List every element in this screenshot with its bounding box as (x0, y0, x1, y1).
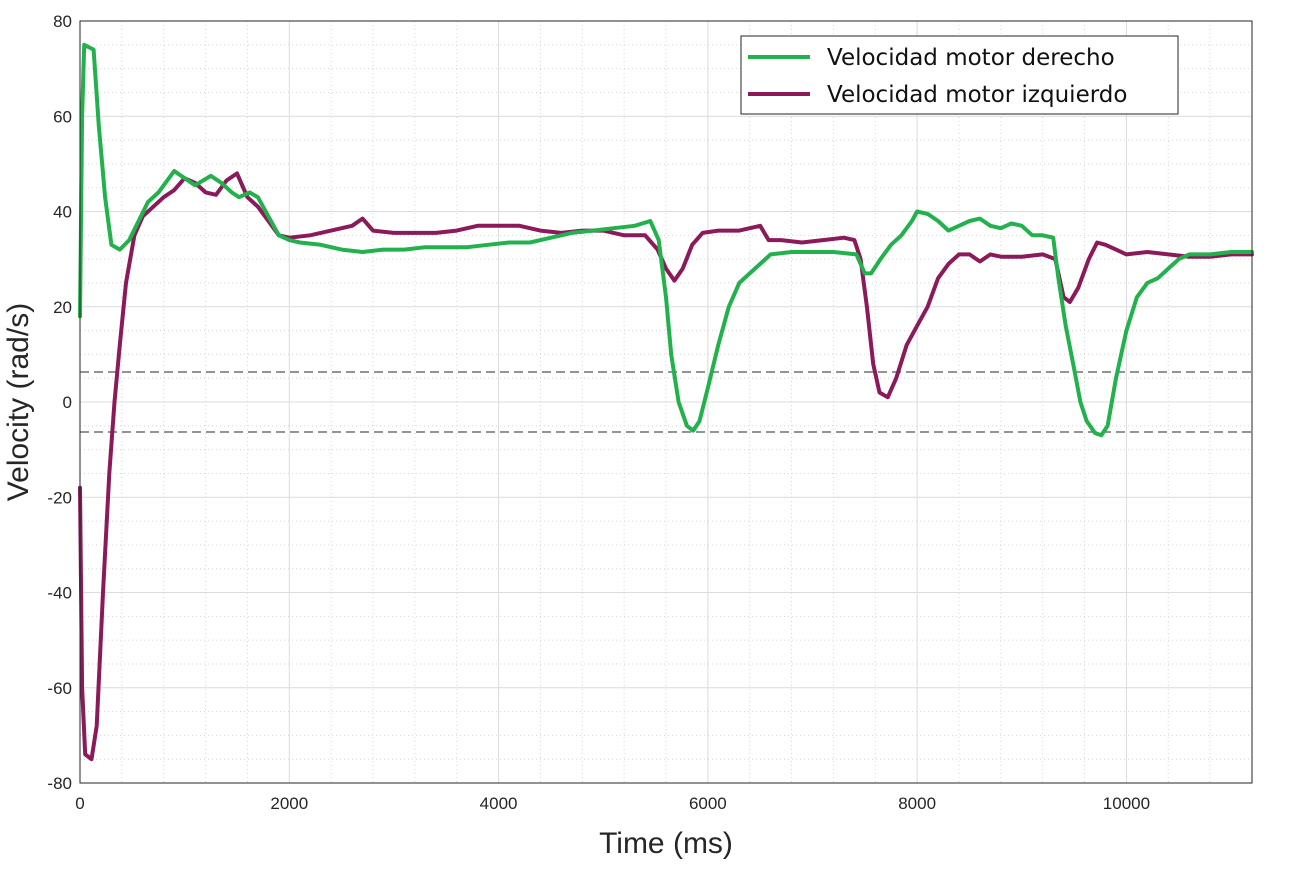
x-axis-label: Time (ms) (599, 827, 733, 860)
major-grid (80, 21, 1252, 783)
y-tick-label: -60 (47, 679, 72, 698)
y-tick-label: 40 (53, 203, 72, 222)
legend-label-left-motor: Velocidad motor izquierdo (827, 82, 1127, 108)
y-tick-label: 60 (53, 107, 72, 126)
y-tick-label: 80 (53, 12, 72, 31)
y-tick-label: -40 (47, 584, 72, 603)
y-tick-label: -20 (47, 488, 72, 507)
tick-labels: 0 2000 4000 6000 8000 10000 -80 -60 -40 -20 0 20 40 6… (47, 12, 1150, 813)
x-tick-label: 0 (75, 794, 84, 813)
y-tick-label: -80 (47, 774, 72, 793)
y-tick-label: 0 (63, 393, 72, 412)
plot-frame (79, 20, 1253, 784)
y-axis-label: Velocity (rad/s) (2, 303, 35, 501)
legend-box (740, 35, 1179, 115)
x-tick-label: 10000 (1103, 794, 1150, 813)
y-tick-label: 20 (53, 298, 72, 317)
legend: Velocidad motor derecho Velocidad motor … (740, 35, 1179, 115)
x-tick-label: 4000 (480, 794, 518, 813)
series-line-right-motor (78, 42, 1254, 438)
x-tick-label: 6000 (689, 794, 727, 813)
legend-label-right-motor: Velocidad motor derecho (827, 45, 1115, 71)
x-tick-label: 8000 (898, 794, 936, 813)
series-layer (78, 42, 1254, 762)
x-tick-label: 2000 (270, 794, 308, 813)
